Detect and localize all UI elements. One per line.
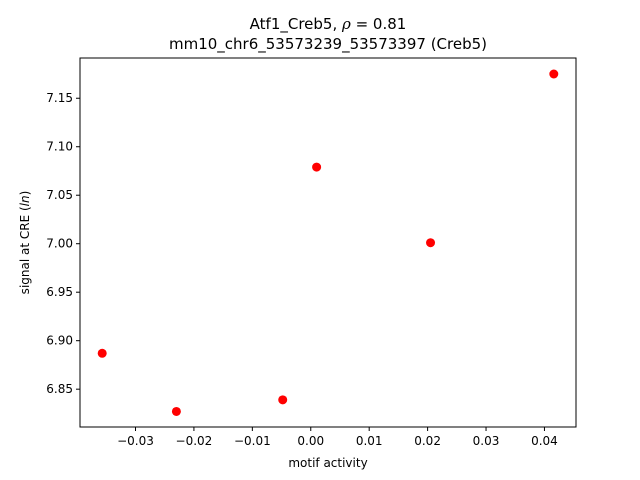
- x-tick-label-1: −0.02: [176, 434, 213, 448]
- y-axis-ticks: 6.85 6.90 6.95 7.00 7.05 7.10 7.15: [46, 91, 80, 396]
- x-axis-ticks: −0.03 −0.02 −0.01 0.00 0.01 0.02 0.03 0.04: [117, 427, 558, 448]
- y-axis-label: signal at CRE (ln): [18, 191, 32, 295]
- y-tick-label-6: 7.15: [46, 91, 73, 105]
- y-tick-label-2: 6.95: [46, 285, 73, 299]
- data-point-0: [97, 348, 107, 358]
- data-point-5: [549, 69, 559, 79]
- data-point-2: [278, 395, 288, 405]
- chart-title-line2: mm10_chr6_53573239_53573397 (Creb5): [169, 35, 487, 54]
- y-tick-label-0: 6.85: [46, 382, 73, 396]
- y-tick-label-1: 6.90: [46, 334, 73, 348]
- x-tick-label-0: −0.03: [117, 434, 154, 448]
- plot-area: [97, 69, 559, 416]
- y-tick-label-4: 7.05: [46, 188, 73, 202]
- x-tick-label-6: 0.03: [473, 434, 500, 448]
- data-point-3: [312, 162, 322, 172]
- chart-title-line1: Atf1_Creb5, ρ = 0.81: [250, 15, 407, 34]
- x-axis-label: motif activity: [288, 456, 367, 470]
- x-tick-label-3: 0.00: [297, 434, 324, 448]
- x-tick-label-7: 0.04: [531, 434, 558, 448]
- axes-frame: [79, 57, 577, 428]
- x-tick-label-4: 0.01: [356, 434, 383, 448]
- x-tick-label-5: 0.02: [414, 434, 441, 448]
- y-tick-label-3: 7.00: [46, 237, 73, 251]
- y-tick-label-5: 7.10: [46, 140, 73, 154]
- x-tick-label-2: −0.01: [234, 434, 271, 448]
- data-point-1: [171, 406, 181, 416]
- data-point-4: [426, 238, 436, 248]
